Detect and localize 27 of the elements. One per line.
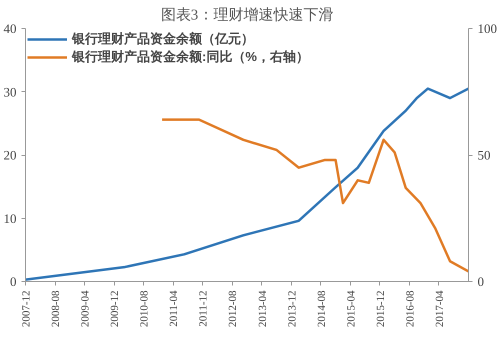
x-tick-label: 2015-12 [374,290,387,328]
legend-label: 银行理财产品资金余额:同比（%，右轴） [72,48,309,66]
y-tick-label: 10 [4,210,16,226]
y2-tick-label: 100 [478,21,497,36]
x-tick-label: 2008-08 [50,290,62,328]
x-tick-label: 2007-12 [20,290,32,328]
x-tick-label: 2010-08 [138,290,151,328]
x-tick-label: 2015-04 [345,290,358,328]
chart-title: 图表3：理财增速快速下滑 [160,6,334,24]
y2-tick-label: 0 [478,274,484,289]
x-tick-label: 2012-08 [227,290,240,328]
legend-label: 银行理财产品资金余额（亿元） [72,30,254,48]
x-tick-label: 2013-12 [286,290,298,328]
y-tick-label: 30 [4,84,16,100]
x-tick-label: 2014-08 [316,290,328,328]
y2-tick-label: 50 [478,148,490,162]
x-tick-label: 2016-08 [404,290,416,328]
y-tick-label: 20 [4,148,16,162]
y-tick-label: 40 [4,21,16,36]
x-tick-label: 2011-12 [198,290,210,327]
x-tick-label: 2009-04 [80,290,92,328]
y-tick-label: 0 [10,274,16,289]
x-tick-label: 2009-12 [109,290,122,328]
x-tick-label: 2017-04 [434,290,446,328]
x-tick-label: 2013-04 [256,290,269,328]
x-tick-label: 2011-04 [168,290,180,327]
line-series [160,118,468,273]
